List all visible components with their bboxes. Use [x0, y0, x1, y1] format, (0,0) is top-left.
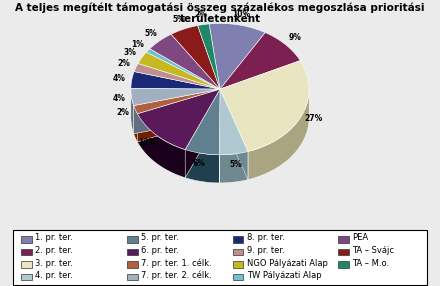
Text: 5%: 5% — [172, 15, 185, 24]
Polygon shape — [137, 89, 220, 142]
Text: TW Pályázati Alap: TW Pályázati Alap — [246, 271, 321, 280]
Text: 2%: 2% — [117, 59, 130, 68]
Text: 3%: 3% — [124, 48, 137, 57]
Text: TA – M.o.: TA – M.o. — [352, 259, 389, 268]
Text: 27%: 27% — [305, 114, 323, 123]
FancyBboxPatch shape — [233, 274, 243, 280]
Polygon shape — [209, 23, 265, 89]
Text: NGO Pályázati Alap: NGO Pályázati Alap — [246, 259, 327, 268]
FancyBboxPatch shape — [127, 274, 138, 280]
Text: TA – Svájc: TA – Svájc — [352, 246, 394, 255]
Polygon shape — [220, 61, 309, 152]
Text: 7. pr. ter. 2. célk.: 7. pr. ter. 2. célk. — [141, 271, 212, 281]
Polygon shape — [134, 106, 137, 142]
Polygon shape — [138, 52, 220, 89]
Polygon shape — [134, 89, 220, 134]
FancyBboxPatch shape — [233, 261, 243, 268]
Polygon shape — [198, 24, 220, 89]
Polygon shape — [219, 89, 248, 155]
Text: 4%: 4% — [112, 94, 125, 103]
Polygon shape — [131, 72, 220, 89]
Polygon shape — [185, 150, 219, 183]
Text: 4. pr. ter.: 4. pr. ter. — [35, 271, 73, 280]
Polygon shape — [220, 33, 300, 89]
Text: 6%: 6% — [193, 159, 205, 168]
Polygon shape — [137, 114, 185, 178]
Text: PEA: PEA — [352, 233, 368, 243]
FancyBboxPatch shape — [127, 236, 138, 243]
Polygon shape — [137, 89, 220, 142]
FancyBboxPatch shape — [22, 261, 32, 268]
Text: 5%: 5% — [144, 29, 157, 37]
Text: A teljes megítélt támogatási összeg százalékos megoszlása prioritási
területenké: A teljes megítélt támogatási összeg száz… — [15, 2, 425, 24]
Text: 9. pr. ter.: 9. pr. ter. — [246, 246, 284, 255]
Polygon shape — [185, 89, 220, 178]
Text: 3. pr. ter.: 3. pr. ter. — [35, 259, 73, 268]
FancyBboxPatch shape — [338, 236, 349, 243]
Polygon shape — [220, 89, 248, 180]
Text: 10%: 10% — [232, 10, 250, 19]
FancyBboxPatch shape — [338, 261, 349, 268]
Text: 2%: 2% — [117, 108, 129, 118]
Polygon shape — [220, 89, 248, 180]
FancyBboxPatch shape — [233, 249, 243, 255]
Text: 2%: 2% — [194, 10, 207, 19]
FancyBboxPatch shape — [13, 230, 427, 285]
FancyBboxPatch shape — [127, 249, 138, 255]
Polygon shape — [134, 89, 220, 114]
Polygon shape — [137, 89, 220, 150]
Text: 1%: 1% — [131, 40, 144, 49]
FancyBboxPatch shape — [127, 261, 138, 268]
Polygon shape — [185, 89, 220, 155]
FancyBboxPatch shape — [22, 236, 32, 243]
Polygon shape — [147, 49, 220, 89]
FancyBboxPatch shape — [338, 249, 349, 255]
Polygon shape — [150, 34, 220, 89]
Text: 8. pr. ter.: 8. pr. ter. — [246, 233, 285, 243]
Polygon shape — [171, 25, 220, 89]
Text: 6. pr. ter.: 6. pr. ter. — [141, 246, 179, 255]
Polygon shape — [219, 152, 248, 183]
Text: 4%: 4% — [113, 74, 125, 83]
Text: 12%: 12% — [138, 138, 156, 147]
Polygon shape — [219, 89, 220, 183]
Text: 2. pr. ter.: 2. pr. ter. — [35, 246, 73, 255]
Polygon shape — [219, 89, 220, 183]
Text: 5%: 5% — [229, 160, 242, 169]
Polygon shape — [131, 89, 220, 106]
Text: 7. pr. ter. 1. célk.: 7. pr. ter. 1. célk. — [141, 258, 212, 268]
Polygon shape — [134, 63, 220, 89]
Text: 5. pr. ter.: 5. pr. ter. — [141, 233, 179, 243]
Text: 1. pr. ter.: 1. pr. ter. — [35, 233, 73, 243]
FancyBboxPatch shape — [22, 274, 32, 280]
FancyBboxPatch shape — [22, 249, 32, 255]
Polygon shape — [131, 89, 134, 134]
Text: 9%: 9% — [289, 33, 301, 42]
FancyBboxPatch shape — [233, 236, 243, 243]
Polygon shape — [185, 89, 220, 178]
Polygon shape — [248, 90, 309, 180]
Polygon shape — [134, 89, 220, 134]
